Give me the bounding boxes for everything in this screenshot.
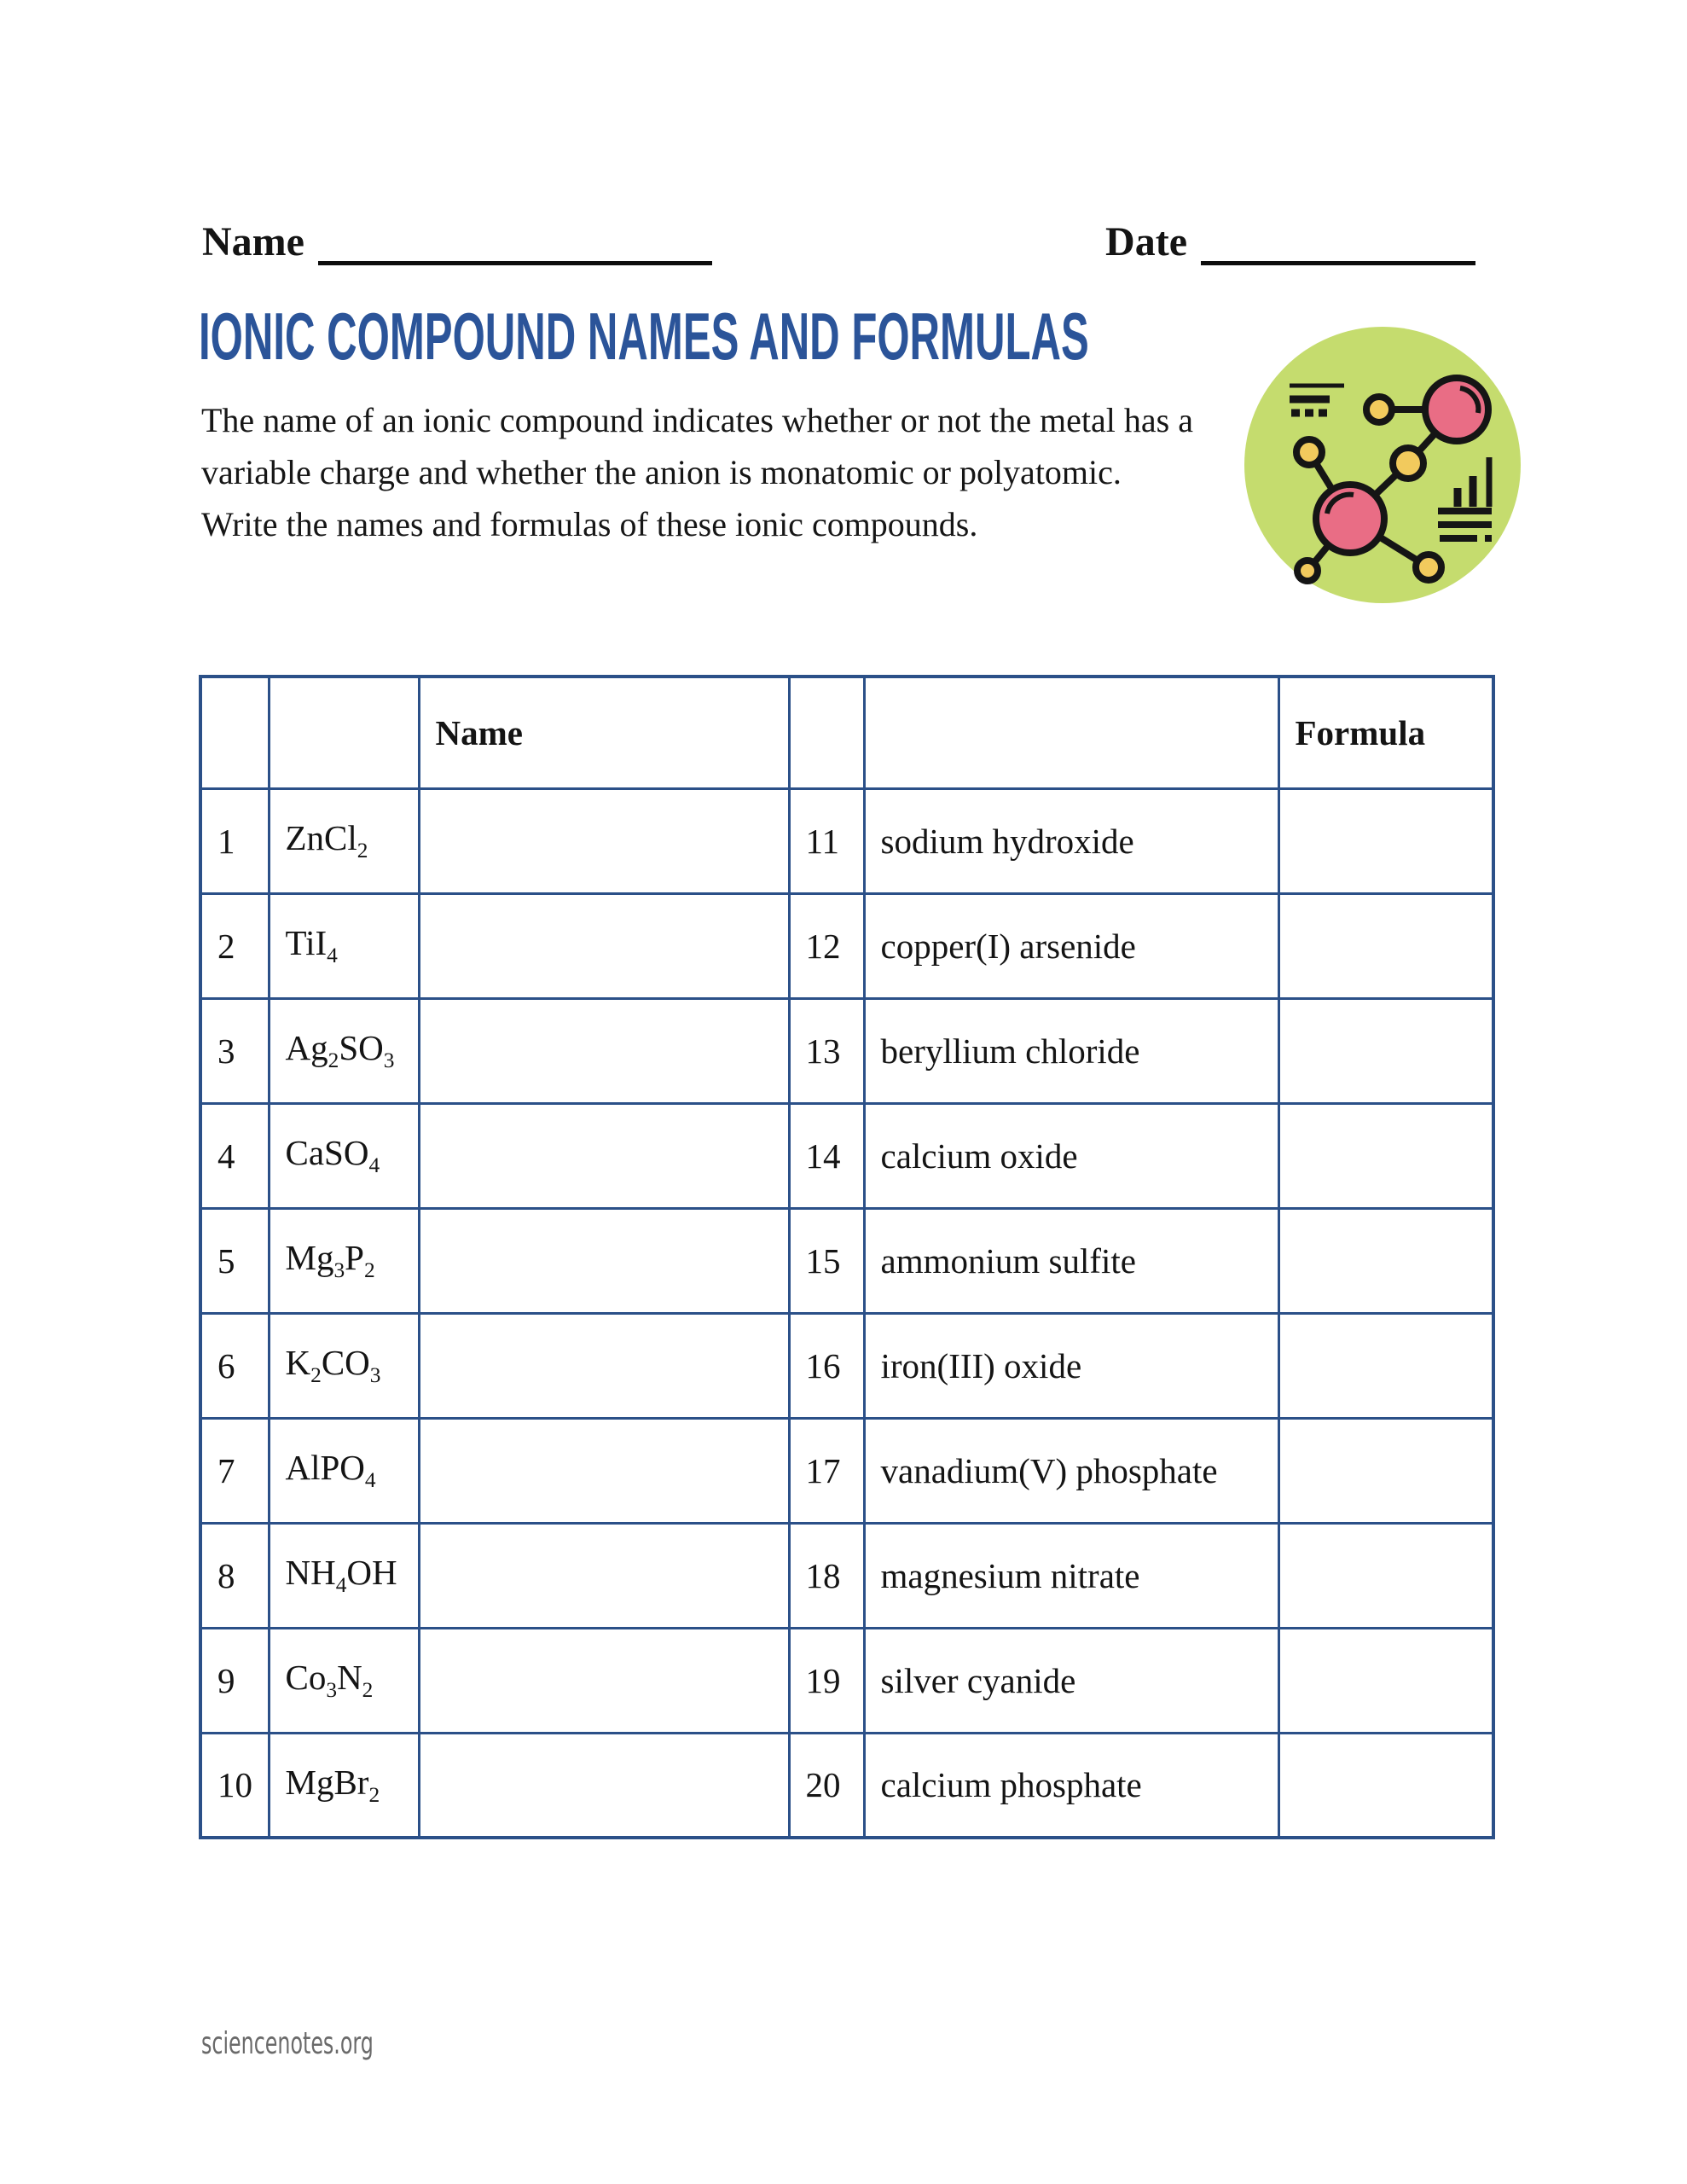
formula-answer-cell: [1277, 996, 1495, 1105]
header-blank-cell: [267, 675, 420, 790]
compound-formula: NH4OH: [267, 1521, 420, 1629]
compound-name: beryllium chloride: [862, 996, 1280, 1105]
name-answer-cell: [417, 1626, 791, 1734]
page-title: IONIC COMPOUND NAMES AND FORMULAS: [199, 299, 1089, 374]
formula-column-header: Formula: [1277, 675, 1495, 790]
compound-formula: AlPO4: [267, 1416, 420, 1525]
row-number-left: 1: [199, 787, 270, 895]
compound-name: ammonium sulfite: [862, 1206, 1280, 1315]
name-answer-cell: [417, 1416, 791, 1525]
row-number-right: 20: [787, 1731, 866, 1839]
row-number-right: 11: [787, 787, 866, 895]
row-number-left: 5: [199, 1206, 270, 1315]
formula-answer-cell: [1277, 1626, 1495, 1734]
row-number-right: 14: [787, 1101, 866, 1210]
table-row: 9 Co3N2 19 silver cyanide: [199, 1626, 1495, 1734]
table-row: 8 NH4OH 18 magnesium nitrate: [199, 1521, 1495, 1629]
formula-answer-cell: [1277, 1416, 1495, 1525]
name-answer-cell: [417, 1311, 791, 1420]
date-label: Date: [1105, 219, 1187, 264]
name-label: Name: [202, 219, 304, 264]
name-answer-cell: [417, 787, 791, 895]
table-header-row: Name Formula: [199, 675, 1495, 790]
compound-name: calcium oxide: [862, 1101, 1280, 1210]
header-blank-cell: [199, 675, 270, 790]
formula-answer-cell: [1277, 787, 1495, 895]
row-number-left: 9: [199, 1626, 270, 1734]
name-answer-cell: [417, 892, 791, 1000]
name-answer-cell: [417, 1206, 791, 1315]
compound-name: silver cyanide: [862, 1626, 1280, 1734]
table-row: 7 AlPO4 17 vanadium(V) phosphate: [199, 1416, 1495, 1525]
table-row: 10 MgBr2 20 calcium phosphate: [199, 1731, 1495, 1839]
name-column-header: Name: [417, 675, 791, 790]
compound-name: magnesium nitrate: [862, 1521, 1280, 1629]
date-field: Date: [1105, 219, 1475, 265]
table-row: 2 TiI4 12 copper(I) arsenide: [199, 892, 1495, 1000]
row-number-left: 7: [199, 1416, 270, 1525]
table-row: 5 Mg3P2 15 ammonium sulfite: [199, 1206, 1495, 1315]
molecule-badge: [1233, 322, 1532, 621]
site-footer: sciencenotes.org: [201, 2026, 374, 2061]
row-number-left: 10: [199, 1731, 270, 1839]
compound-formula: Ag2SO3: [267, 996, 420, 1105]
table-row: 1 ZnCl2 11 sodium hydroxide: [199, 787, 1495, 895]
formula-answer-cell: [1277, 1731, 1495, 1839]
table-row: 6 K2CO3 16 iron(III) oxide: [199, 1311, 1495, 1420]
compound-name: sodium hydroxide: [862, 787, 1280, 895]
row-number-left: 3: [199, 996, 270, 1105]
table-row: 4 CaSO4 14 calcium oxide: [199, 1101, 1495, 1210]
row-number-left: 4: [199, 1101, 270, 1210]
row-number-right: 19: [787, 1626, 866, 1734]
table-row: 3 Ag2SO3 13 beryllium chloride: [199, 996, 1495, 1105]
formula-answer-cell: [1277, 1311, 1495, 1420]
compound-formula: CaSO4: [267, 1101, 420, 1210]
name-date-row: Name Date: [202, 219, 1475, 265]
worksheet-table-body: 1 ZnCl2 11 sodium hydroxide 2 TiI4 12 copper(I)…: [199, 787, 1495, 1839]
compound-formula: MgBr2: [267, 1731, 420, 1839]
date-blank-line: [1201, 253, 1475, 265]
row-number-right: 18: [787, 1521, 866, 1629]
row-number-right: 13: [787, 996, 866, 1105]
row-number-left: 8: [199, 1521, 270, 1629]
compound-name: vanadium(V) phosphate: [862, 1416, 1280, 1525]
formula-answer-cell: [1277, 1206, 1495, 1315]
compound-formula: TiI4: [267, 892, 420, 1000]
compounds-table: Name Formula 1 ZnCl2 11 sodium hydroxide 2 Ti…: [199, 675, 1495, 1839]
compound-name: calcium phosphate: [862, 1731, 1280, 1839]
name-blank-line: [317, 253, 712, 265]
name-answer-cell: [417, 1731, 791, 1839]
formula-answer-cell: [1277, 892, 1495, 1000]
name-answer-cell: [417, 996, 791, 1105]
formula-answer-cell: [1277, 1101, 1495, 1210]
name-field: Name: [202, 219, 712, 265]
molecule-icon: [1244, 327, 1521, 603]
header-blank-cell: [862, 675, 1280, 790]
compound-formula: Mg3P2: [267, 1206, 420, 1315]
row-number-left: 2: [199, 892, 270, 1000]
row-number-right: 17: [787, 1416, 866, 1525]
compound-formula: Co3N2: [267, 1626, 420, 1734]
compound-formula: ZnCl2: [267, 787, 420, 895]
name-answer-cell: [417, 1101, 791, 1210]
name-answer-cell: [417, 1521, 791, 1629]
header-blank-cell: [787, 675, 866, 790]
formula-answer-cell: [1277, 1521, 1495, 1629]
row-number-right: 16: [787, 1311, 866, 1420]
intro-paragraph: The name of an ionic compound indicates …: [201, 401, 1193, 543]
compound-name: copper(I) arsenide: [862, 892, 1280, 1000]
compound-formula: K2CO3: [267, 1311, 420, 1420]
row-number-left: 6: [199, 1311, 270, 1420]
row-number-right: 15: [787, 1206, 866, 1315]
row-number-right: 12: [787, 892, 866, 1000]
compound-name: iron(III) oxide: [862, 1311, 1280, 1420]
